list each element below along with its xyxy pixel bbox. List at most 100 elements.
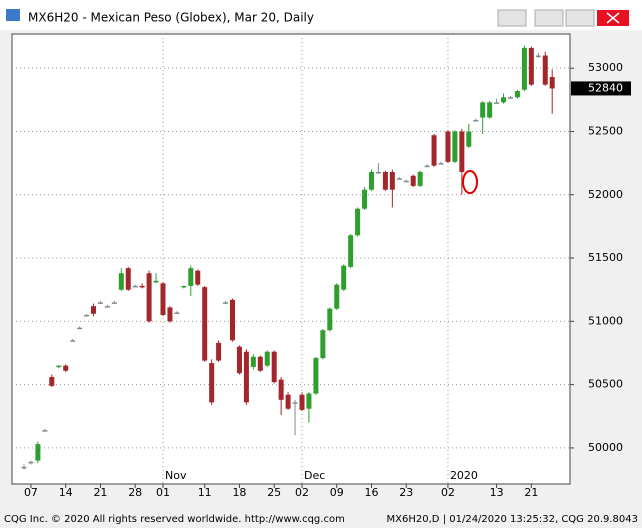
candle-body — [118, 273, 124, 290]
candle-body — [125, 268, 131, 290]
candle-body — [382, 171, 388, 190]
month-label: 2020 — [450, 469, 478, 482]
candle-body — [355, 208, 361, 236]
y-tick-label: 52000 — [588, 188, 623, 201]
maximize-button[interactable] — [565, 9, 595, 27]
candle-body — [334, 284, 340, 309]
candle-body — [153, 280, 159, 283]
candle-body — [542, 55, 548, 85]
x-tick-label: 16 — [365, 486, 379, 499]
candle-body — [313, 358, 319, 394]
candle-body — [91, 306, 96, 314]
candle-body — [341, 265, 347, 290]
candle-body — [181, 285, 187, 288]
candle-body — [285, 394, 291, 409]
candle-body — [306, 393, 312, 409]
x-tick-label: 01 — [156, 486, 170, 499]
candle-body — [49, 377, 55, 386]
candle-body — [396, 178, 402, 180]
candle-body — [514, 90, 520, 98]
candle-body — [473, 120, 479, 122]
candle-body — [389, 171, 395, 190]
candle-body — [84, 315, 90, 317]
candle-body — [56, 365, 62, 368]
candle-body — [320, 330, 326, 359]
candle-body — [403, 180, 409, 183]
candle-body — [257, 356, 263, 371]
y-tick-label: 51000 — [588, 314, 623, 327]
candle-body — [362, 189, 368, 209]
candle-body — [348, 235, 354, 267]
candle-body — [459, 131, 465, 172]
candle-body — [216, 342, 222, 361]
status-right: MX6H20,D | 01/24/2020 13:25:32, CQG 20.9… — [387, 514, 638, 525]
candle-body — [167, 307, 173, 322]
candle-body — [236, 346, 242, 374]
month-label: Dec — [304, 469, 325, 482]
x-tick-label: 07 — [24, 486, 38, 499]
y-tick-label: 50500 — [588, 378, 623, 391]
candle-body — [431, 135, 437, 166]
candle-body — [466, 131, 472, 147]
status-left: CQG Inc. © 2020 All rights reserved worl… — [4, 514, 345, 525]
x-tick-label: 09 — [330, 486, 344, 499]
candle-body — [528, 47, 534, 85]
candle-body — [375, 171, 381, 174]
x-tick-label: 21 — [524, 486, 538, 499]
candle-body — [104, 306, 110, 308]
candle-body — [452, 131, 458, 162]
candle-body — [292, 402, 298, 404]
candle-body — [230, 299, 235, 341]
candle-body — [209, 363, 215, 403]
x-tick-label: 02 — [441, 486, 455, 499]
candle-body — [188, 268, 194, 286]
candle-body — [250, 356, 256, 367]
candle-body — [535, 55, 541, 58]
candle-body — [77, 327, 83, 330]
candle-body — [132, 285, 138, 288]
candle-body — [146, 273, 152, 322]
candle-body — [369, 171, 374, 190]
candle-body — [160, 283, 166, 316]
y-tick-label: 51500 — [588, 251, 623, 264]
candle-body — [278, 379, 284, 400]
candle-body — [264, 351, 270, 366]
candle-body — [549, 77, 555, 89]
candle-body — [63, 365, 69, 371]
candle-body — [299, 394, 305, 410]
month-label: Nov — [165, 469, 187, 482]
candle-body — [521, 47, 527, 90]
candle-body — [42, 430, 48, 432]
candle-body — [21, 466, 27, 469]
candle-body — [195, 270, 201, 285]
candle-body — [417, 171, 423, 186]
app-icon — [6, 9, 20, 21]
candle-body — [445, 131, 451, 162]
x-tick-label: 21 — [93, 486, 107, 499]
candle-body — [487, 102, 493, 118]
x-tick-label: 18 — [232, 486, 246, 499]
last-price-label: 52840 — [588, 81, 623, 94]
x-tick-label: 28 — [128, 486, 142, 499]
candle-body — [202, 287, 208, 361]
y-tick-label: 53000 — [588, 61, 623, 74]
last-price-box — [571, 81, 631, 96]
candle-body — [501, 97, 507, 103]
candle-body — [111, 302, 117, 304]
candle-body — [410, 175, 416, 186]
link-button[interactable] — [497, 9, 527, 27]
candle-body — [223, 302, 229, 304]
candle-body — [271, 351, 277, 383]
candle-body — [35, 444, 41, 461]
candle-body — [243, 351, 249, 403]
x-tick-label: 13 — [490, 486, 504, 499]
candle-body — [508, 97, 513, 99]
candle-body — [480, 102, 486, 118]
candle-body — [424, 165, 430, 168]
close-icon — [606, 12, 620, 24]
candle-body — [327, 308, 333, 331]
y-tick-label: 50000 — [588, 441, 623, 454]
y-tick-label: 52500 — [588, 124, 623, 137]
candle-body — [494, 102, 500, 104]
minimize-button[interactable] — [534, 9, 564, 27]
